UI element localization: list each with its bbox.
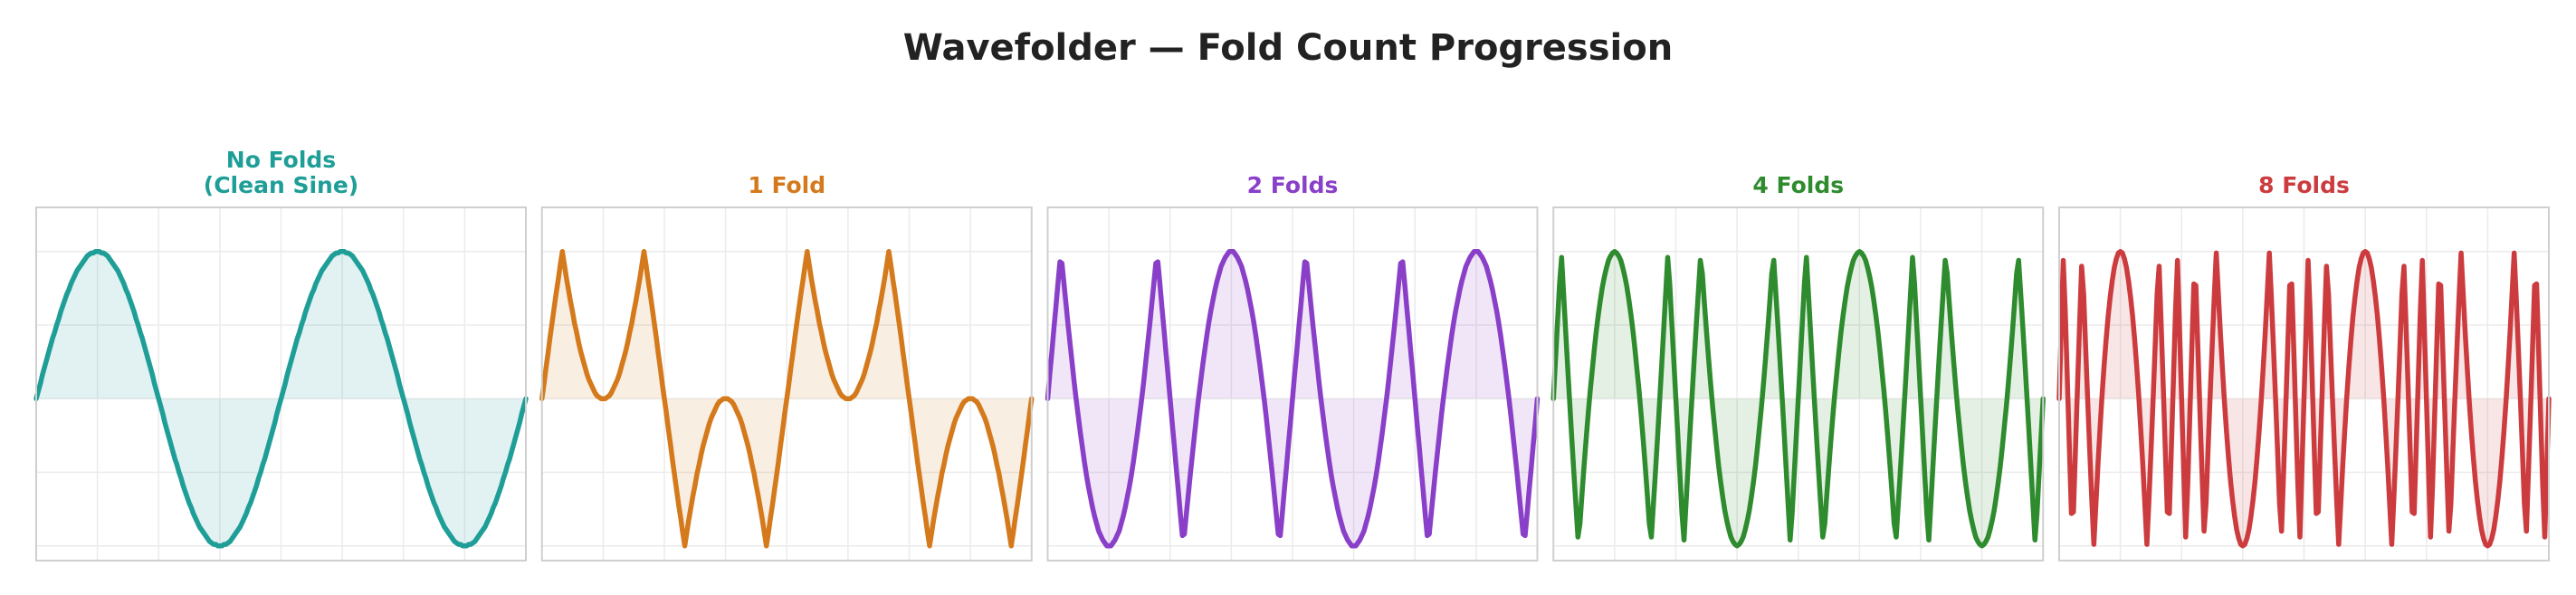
panel-frame — [540, 206, 1033, 561]
panel-title: No Folds (Clean Sine) — [203, 147, 359, 198]
line — [33, 249, 529, 549]
line — [1045, 249, 1541, 549]
panel-frame — [2058, 206, 2550, 561]
line — [1550, 249, 2046, 549]
line — [2056, 249, 2552, 549]
chart-title: Wavefolder — Fold Count Progression — [902, 27, 1674, 69]
panel-title: 4 Folds — [1752, 172, 1845, 198]
panel-title: 1 Fold — [748, 172, 826, 198]
panel-title: 8 Folds — [2258, 172, 2350, 198]
panel-title: 2 Folds — [1246, 172, 1339, 198]
line — [539, 249, 1035, 549]
panel-frame — [35, 206, 527, 561]
panel-frame — [1552, 206, 2045, 561]
panel-frame — [1046, 206, 1539, 561]
